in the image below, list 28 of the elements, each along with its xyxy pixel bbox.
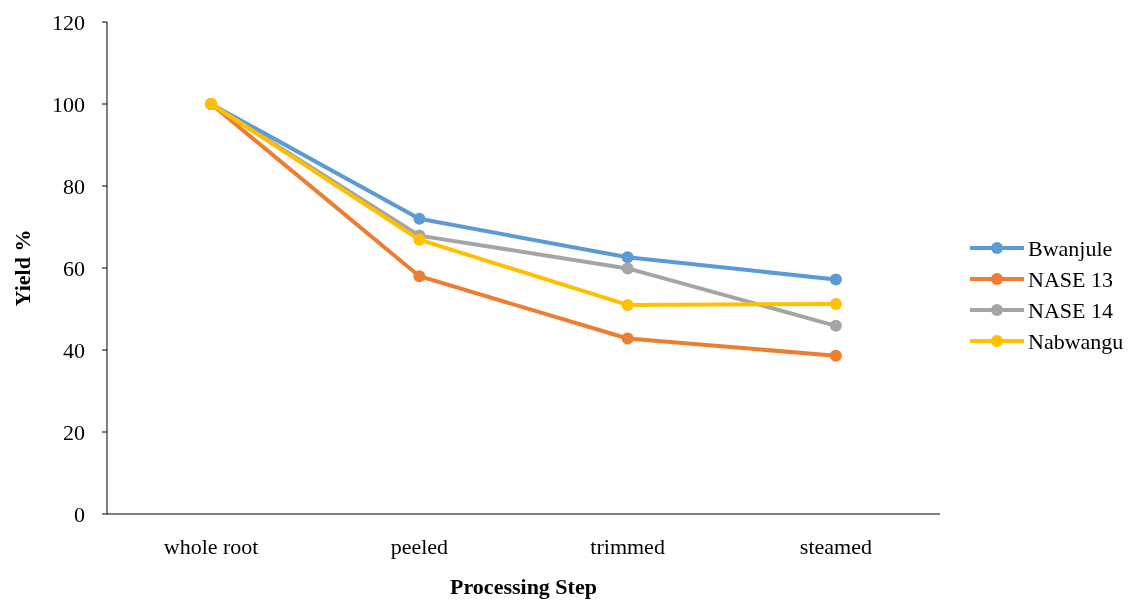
x-tick-label: whole root <box>163 534 259 559</box>
point <box>413 270 426 283</box>
point <box>829 298 842 311</box>
x-axis-title: Processing Step <box>450 574 597 599</box>
x-tick-label: steamed <box>799 534 872 559</box>
x-tick-label: trimmed <box>590 534 665 559</box>
y-tick-label: 0 <box>74 501 85 527</box>
point <box>621 262 634 275</box>
y-tick-label: 20 <box>63 419 85 445</box>
point <box>829 273 842 286</box>
point <box>829 349 842 362</box>
point <box>413 212 426 225</box>
x-tick-label: peeled <box>390 534 449 559</box>
y-tick-label: 40 <box>63 337 85 363</box>
point <box>621 251 634 264</box>
point <box>621 332 634 345</box>
y-tick-label: 80 <box>63 173 85 199</box>
legend-label: NASE 13 <box>1028 266 1113 292</box>
y-tick-label: 100 <box>52 91 85 117</box>
legend-label: Bwanjule <box>1028 235 1113 261</box>
legend-label: Nabwangu <box>1028 328 1124 354</box>
y-tick-label: 120 <box>52 9 85 35</box>
point <box>621 298 634 311</box>
point <box>829 319 842 332</box>
y-tick-label: 60 <box>63 255 85 281</box>
point <box>413 233 426 246</box>
legend-label: NASE 14 <box>1028 297 1113 323</box>
y-axis-title: Yield % <box>10 229 35 307</box>
